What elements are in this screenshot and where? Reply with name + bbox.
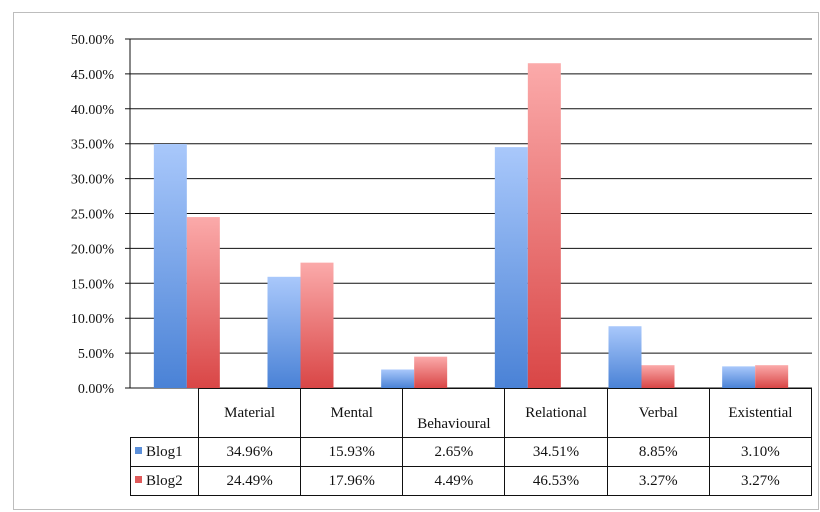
y-tick-label: 50.00% xyxy=(71,33,115,48)
category-label: Material xyxy=(197,388,302,438)
y-tick-label: 10.00% xyxy=(71,312,115,327)
bars xyxy=(153,63,789,388)
data-label: 34.96% xyxy=(197,437,302,467)
bar-blog2-behavioural xyxy=(414,356,448,388)
legend-entry-blog1: Blog1 xyxy=(130,437,199,467)
y-axis-ticks: 0.00% 5.00% 10.00% 15.00% 20.00% 25.00% 30.00%… xyxy=(71,33,115,397)
y-tick-label: 45.00% xyxy=(71,68,115,83)
legend-swatch-blue xyxy=(135,446,142,454)
bar-blog1-material xyxy=(153,143,187,388)
data-label: 3.27% xyxy=(606,466,710,496)
data-label: 8.85% xyxy=(606,437,710,467)
bar-blog2-verbal xyxy=(641,365,675,388)
gridlines xyxy=(125,38,812,389)
y-tick-label: 15.00% xyxy=(71,277,115,292)
data-label: 3.27% xyxy=(708,466,813,496)
data-label: 17.96% xyxy=(300,466,404,496)
y-tick-label: 0.00% xyxy=(78,382,115,397)
bar-blog1-existential xyxy=(722,366,756,388)
data-label: 4.49% xyxy=(402,466,506,496)
series-row-blog2: Blog2 24.49% 17.96% 4.49% 46.53% 3.27% 3… xyxy=(130,466,813,496)
category-label: Mental xyxy=(300,388,404,438)
bar-blog1-verbal xyxy=(608,326,642,388)
category-label: Relational xyxy=(504,388,608,438)
category-label: Verbal xyxy=(606,388,710,438)
data-label: 15.93% xyxy=(300,437,404,467)
series-name: Blog2 xyxy=(146,472,183,489)
y-tick-label: 35.00% xyxy=(71,138,115,153)
data-label: 46.53% xyxy=(504,466,608,496)
data-label: 2.65% xyxy=(402,437,506,467)
category-row: Material Mental Behavioural Relational V… xyxy=(130,388,813,438)
bar-blog2-material xyxy=(186,217,220,388)
bar-blog2-mental xyxy=(300,262,334,388)
y-tick-label: 5.00% xyxy=(78,347,115,362)
bar-blog1-relational xyxy=(494,147,528,388)
bar-blog2-existential xyxy=(755,365,789,388)
bar-blog1-mental xyxy=(267,276,301,388)
legend-swatch-red xyxy=(135,475,142,483)
y-tick-label: 25.00% xyxy=(71,208,115,223)
bar-blog1-behavioural xyxy=(381,369,415,388)
legend-entry-blog2: Blog2 xyxy=(130,466,199,496)
data-label: 3.10% xyxy=(708,437,813,467)
series-row-blog1: Blog1 34.96% 15.93% 2.65% 34.51% 8.85% 3… xyxy=(130,437,813,467)
category-label: Existential xyxy=(708,388,813,438)
y-tick-label: 20.00% xyxy=(71,242,115,257)
series-name: Blog1 xyxy=(146,443,183,460)
data-table: Material Mental Behavioural Relational V… xyxy=(130,388,813,496)
y-tick-label: 40.00% xyxy=(71,103,115,118)
category-label: Behavioural xyxy=(402,388,506,438)
data-label: 24.49% xyxy=(197,466,302,496)
y-tick-label: 30.00% xyxy=(71,173,115,188)
bar-blog2-relational xyxy=(527,63,561,388)
data-label: 34.51% xyxy=(504,437,608,467)
table-corner xyxy=(130,388,199,438)
